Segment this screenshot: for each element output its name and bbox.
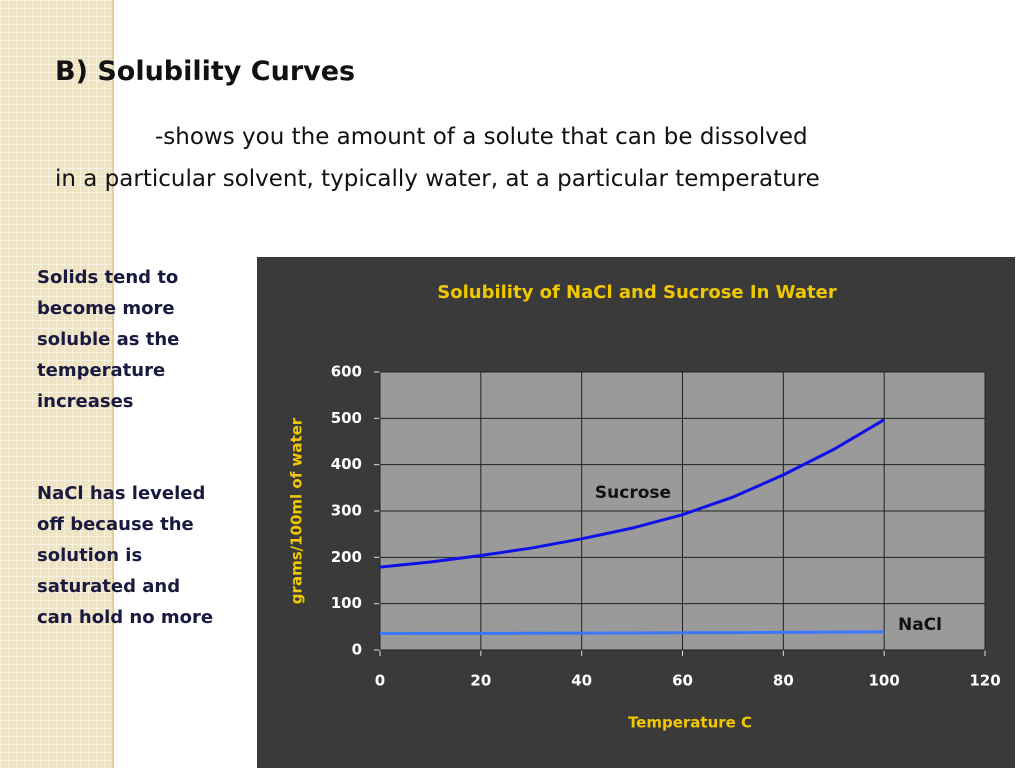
y-tick-label: 200 <box>331 548 362 566</box>
x-tick-label: 60 <box>672 672 693 690</box>
y-tick-label: 500 <box>331 409 362 427</box>
series-line <box>379 418 885 569</box>
chart-title: Solubility of NaCl and Sucrose In Water <box>437 282 837 303</box>
x-axis-label: Temperature C <box>628 714 752 732</box>
x-tick-label: 100 <box>869 672 900 690</box>
note: NaCl has leveled off because the solutio… <box>37 483 214 628</box>
y-tick-label: 0 <box>352 641 362 659</box>
x-tick-label: 80 <box>773 672 794 690</box>
series-label: Sucrose <box>595 483 671 503</box>
note: Solids tend to become more soluble as th… <box>37 267 180 412</box>
y-tick-label: 300 <box>331 502 362 520</box>
x-tick-label: 0 <box>375 672 385 690</box>
y-tick-label: 400 <box>331 455 362 473</box>
y-tick-label: 100 <box>331 594 362 612</box>
body-line: -shows you the amount of a solute that c… <box>155 124 808 150</box>
decor-stripe <box>0 0 114 768</box>
series-line <box>379 630 885 635</box>
body-line: in a particular solvent, typically water… <box>55 166 820 192</box>
y-tick-label: 600 <box>331 363 362 381</box>
series-label: NaCl <box>898 615 942 635</box>
slide-title: B) Solubility Curves <box>55 56 356 87</box>
plot-border <box>379 371 986 651</box>
x-tick-label: 20 <box>470 672 491 690</box>
y-axis-label: grams/100ml of water <box>288 417 306 604</box>
x-tick-label: 40 <box>571 672 592 690</box>
x-tick-label: 120 <box>969 672 1000 690</box>
